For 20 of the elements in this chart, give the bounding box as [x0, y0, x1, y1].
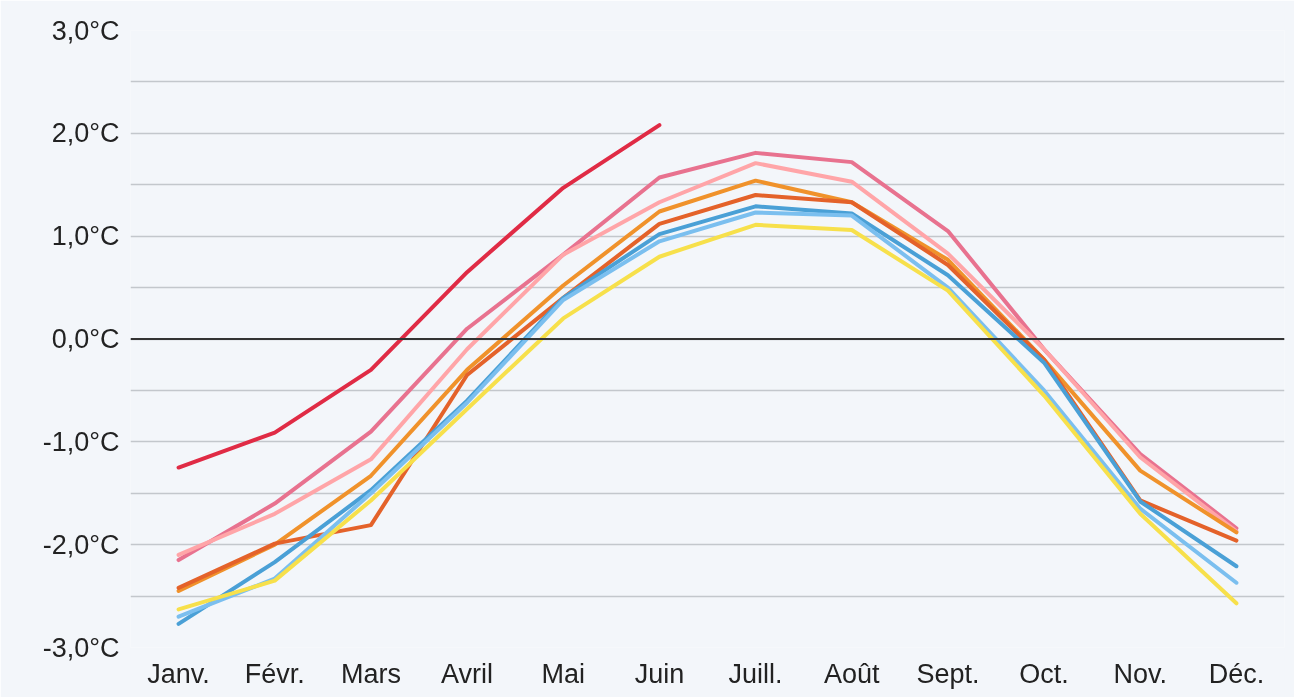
x-tick-label: Mai [541, 658, 586, 689]
x-tick-label: Janv. [147, 658, 210, 689]
x-tick-label: Avril [441, 658, 494, 689]
y-tick-label: -2,0°C [42, 529, 120, 560]
x-tick-label: Juin [634, 658, 685, 689]
y-tick-label: -1,0°C [42, 426, 120, 457]
y-tick-label: 2,0°C [51, 118, 120, 149]
x-tick-label: Juill. [728, 658, 783, 689]
x-tick-label: Août [823, 658, 881, 689]
x-tick-label: Déc. [1208, 658, 1265, 689]
y-tick-label: -3,0°C [42, 632, 120, 663]
y-tick-label: 3,0°C [51, 15, 120, 46]
x-tick-label: Sept. [916, 658, 980, 689]
y-tick-label: 0,0°C [51, 324, 120, 354]
x-tick-label: Oct. [1019, 658, 1069, 689]
x-tick-label: Nov. [1113, 658, 1168, 689]
y-tick-label: 1,0°C [51, 221, 120, 252]
x-tick-label: Mars [340, 658, 401, 689]
x-tick-label: Févr. [244, 658, 305, 689]
line-series [176, 123, 662, 470]
